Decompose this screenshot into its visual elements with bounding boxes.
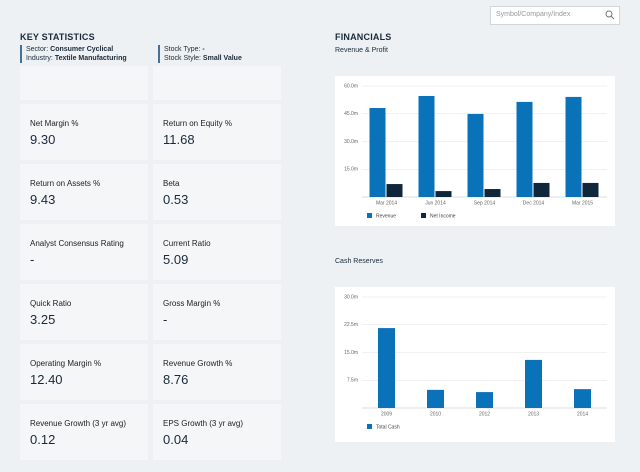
bar [369,108,386,197]
stat-label: EPS Growth (3 yr avg) [163,419,244,428]
stat-value: 11.68 [163,132,195,147]
bar [574,389,591,408]
info-label: Stock Type: [164,46,201,53]
stat-tile: Quick Ratio 3.25 [20,284,148,340]
info-block: Stock Type: - Stock Style: Small Value [158,45,242,63]
y-tick-label: 30.0m [344,294,358,300]
stat-tile: Revenue Growth % 8.76 [153,344,281,400]
chart: 15.0m 30.0m 45.0m 60.0m Mar 2014 Jun 2014 Sep … [335,76,615,226]
x-tick-label: Sep 2014 [474,200,496,206]
info-value: Consumer Cyclical [50,46,114,53]
stat-tile: Return on Assets % 9.43 [20,164,148,220]
bar [435,191,452,197]
stat-label: Net Margin % [30,119,79,128]
x-tick-label: 2013 [528,411,539,417]
bar [582,182,599,197]
bar [525,359,542,408]
stat-value: 0.53 [163,192,189,207]
stat-value: 8.76 [163,372,189,387]
chart-title: Revenue & Profit [335,47,388,54]
y-tick-label: 22.5m [344,322,358,328]
stat-tile: Current Ratio 5.09 [153,224,281,280]
search-box[interactable]: Symbol/Company/Index [490,6,620,25]
x-tick-label: Dec 2014 [523,200,545,206]
chart-title: Cash Reserves [335,258,383,265]
bar [476,392,493,408]
section-title: KEY STATISTICS [20,32,95,42]
section-title: FINANCIALS [335,32,392,42]
bar [427,389,444,408]
stat-tile: Analyst Consensus Rating - [20,224,148,280]
stat-tile: Operating Margin % 12.40 [20,344,148,400]
search-icon[interactable] [605,10,615,20]
legend-label: Total Cash [376,424,400,430]
bar [378,328,395,408]
stat-label: Operating Margin % [30,359,102,368]
bar [565,96,582,197]
stat-label: Return on Assets % [30,179,101,188]
stat-tile: Beta 0.53 [153,164,281,220]
y-tick-label: 15.0m [344,167,358,173]
info-label: Sector: [26,46,49,53]
stat-value: 9.43 [30,192,56,207]
x-tick-label: Jun 2014 [425,200,446,206]
info-value: Small Value [202,55,242,62]
stat-label: Revenue Growth (3 yr avg) [30,419,127,428]
stat-value: 9.30 [30,132,56,147]
stat-label: Analyst Consensus Rating [30,239,124,248]
stat-label: Revenue Growth % [163,359,233,368]
legend-label: Revenue [376,213,396,219]
y-tick-label: 7.5m [347,378,358,384]
chart: 7.5m 15.0m 22.5m 30.0m 2009 2010 2012 2013 2014 T… [335,287,615,442]
info-label: Industry: [26,55,53,62]
legend-swatch [421,213,427,218]
legend-swatch [367,213,372,218]
stat-value: - [163,312,168,327]
info-value: - [202,46,205,53]
stat-value: 5.09 [163,252,189,267]
bar [418,95,435,197]
stat-tile: Return on Equity % 11.68 [153,104,281,160]
search-placeholder: Symbol/Company/Index [496,11,571,18]
x-tick-label: 2010 [430,411,441,417]
y-tick-label: 45.0m [344,111,358,117]
stat-value: 3.25 [30,312,56,327]
chart-panel [335,287,615,442]
stat-tile: - [153,66,281,100]
bar [533,182,550,197]
bar [386,184,403,197]
info-value: Textile Manufacturing [54,55,127,62]
y-tick-label: 30.0m [344,139,358,145]
info-label: Stock Style: [164,55,201,62]
stat-label: Gross Margin % [163,299,221,308]
stat-label: Return on Equity % [163,119,232,128]
bar [484,189,501,197]
info-block: Sector: Consumer Cyclical Industry: Text… [20,45,127,63]
x-tick-label: 2009 [381,411,392,417]
stat-value: - [30,252,35,267]
stat-value: 0.12 [30,432,56,447]
legend-label: Net Income [430,213,456,219]
bar [516,101,533,197]
stat-tile: Net Margin % 9.30 [20,104,148,160]
stat-label: Quick Ratio [30,299,72,308]
y-tick-label: 60.0m [344,83,358,89]
y-tick-label: 15.0m [344,350,358,356]
stat-label: Beta [163,179,180,188]
stat-value: 12.40 [30,372,63,387]
stat-tile: EPS Growth (3 yr avg) 0.04 [153,404,281,460]
x-tick-label: 2012 [479,411,490,417]
stat-tile: Revenue Growth (3 yr avg) 0.12 [20,404,148,460]
x-tick-label: 2014 [577,411,588,417]
bar [467,113,484,197]
stat-value: 0.04 [163,432,189,447]
x-tick-label: Mar 2014 [376,200,397,206]
legend-swatch [367,424,372,429]
x-tick-label: Mar 2015 [572,200,593,206]
stat-tile: Gross Margin % - [153,284,281,340]
stat-label: Current Ratio [163,239,211,248]
stat-tile: 0.67 [20,66,148,100]
